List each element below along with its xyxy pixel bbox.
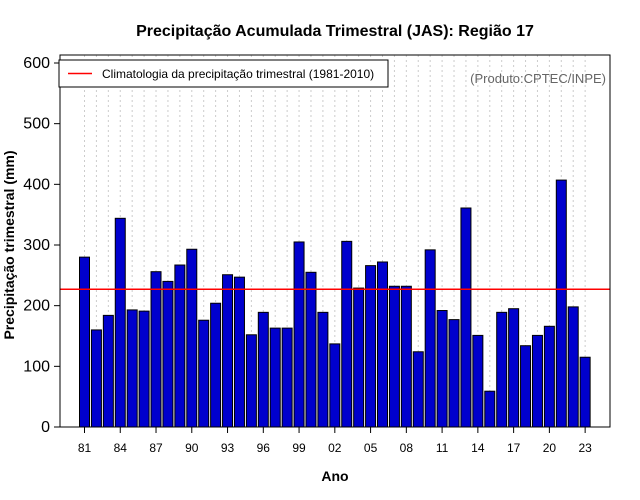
x-tick-label: 87 xyxy=(149,441,163,455)
legend: Climatologia da precipitação trimestral … xyxy=(58,59,389,88)
bar-1999 xyxy=(293,241,305,428)
x-tick-label: 05 xyxy=(364,441,378,455)
bar-2021 xyxy=(555,179,567,428)
bar-2022 xyxy=(567,306,579,428)
y-tick-label: 0 xyxy=(41,419,50,436)
bar-1987 xyxy=(150,271,162,428)
y-tick-label: 400 xyxy=(23,176,50,193)
bar-1984 xyxy=(114,217,126,428)
x-tick-label: 02 xyxy=(328,441,342,455)
chart-title: Precipitação Acumulada Trimestral (JAS):… xyxy=(136,23,534,40)
bar-2010 xyxy=(424,249,436,428)
bar-1983 xyxy=(102,314,114,428)
y-axis: 0 100 200 300 400 500 600 xyxy=(23,55,60,436)
y-tick-label: 200 xyxy=(23,298,50,315)
y-tick-label: 600 xyxy=(23,55,50,72)
bars-group xyxy=(79,179,591,428)
bar-1982 xyxy=(90,329,102,428)
bar-2012 xyxy=(448,319,460,428)
x-axis: 81 84 87 90 93 96 99 02 05 08 11 14 17 20 23 xyxy=(78,427,592,455)
bar-1995 xyxy=(245,334,257,428)
bar-1993 xyxy=(222,274,234,428)
bar-2000 xyxy=(305,271,317,428)
bar-2007 xyxy=(388,285,400,428)
x-tick-label: 84 xyxy=(114,441,128,455)
bar-2002 xyxy=(329,343,341,428)
bar-2014 xyxy=(472,334,484,428)
credit-text: (Produto:CPTEC/INPE) xyxy=(470,71,606,86)
y-axis-label: Precipitação trimestral (mm) xyxy=(1,150,17,339)
bar-2009 xyxy=(412,351,424,428)
bar-1992 xyxy=(210,302,222,428)
bar-2006 xyxy=(377,261,388,428)
x-tick-label: 90 xyxy=(185,441,199,455)
bar-1981 xyxy=(79,256,90,428)
x-tick-label: 20 xyxy=(543,441,557,455)
legend-box xyxy=(58,59,389,88)
bar-1990 xyxy=(186,248,198,428)
bar-2001 xyxy=(317,311,329,428)
bar-1997 xyxy=(269,327,281,428)
bar-2018 xyxy=(520,345,532,428)
bar-1991 xyxy=(198,319,210,428)
bar-2003 xyxy=(341,240,353,428)
y-tick-label: 500 xyxy=(23,116,50,133)
x-tick-label: 81 xyxy=(78,441,92,455)
x-axis-label: Ano xyxy=(321,468,348,484)
bar-1994 xyxy=(233,276,245,428)
bar-1986 xyxy=(138,310,150,428)
x-tick-label: 08 xyxy=(400,441,414,455)
x-tick-label: 11 xyxy=(436,441,449,455)
bar-2023 xyxy=(579,356,591,428)
bar-1988 xyxy=(162,280,174,428)
bar-1985 xyxy=(126,309,138,428)
x-tick-label: 14 xyxy=(471,441,485,455)
x-tick-label: 96 xyxy=(257,441,271,455)
bar-2020 xyxy=(543,325,555,428)
y-tick-label: 100 xyxy=(23,358,50,375)
y-tick-label: 300 xyxy=(23,237,50,254)
x-tick-label: 17 xyxy=(507,441,521,455)
bar-2008 xyxy=(400,285,412,428)
bar-1998 xyxy=(281,327,293,428)
bar-2013 xyxy=(460,207,472,428)
bar-2019 xyxy=(531,334,543,428)
bar-1996 xyxy=(257,311,269,428)
bar-2011 xyxy=(436,310,448,428)
x-tick-label: 93 xyxy=(221,441,235,455)
bar-2004 xyxy=(353,287,365,428)
bar-2016 xyxy=(496,311,508,428)
x-tick-label: 23 xyxy=(578,441,592,455)
x-tick-label: 99 xyxy=(292,441,306,455)
bar-2015 xyxy=(484,390,496,428)
legend-label: Climatologia da precipitação trimestral … xyxy=(102,67,374,81)
bar-2017 xyxy=(508,308,520,428)
